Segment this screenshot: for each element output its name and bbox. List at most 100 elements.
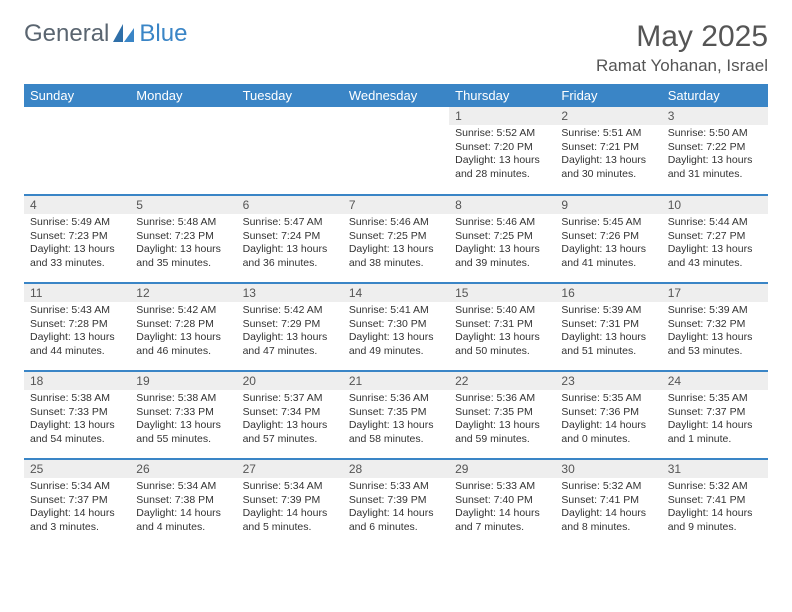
location-label: Ramat Yohanan, Israel [596, 56, 768, 76]
detail-line: Daylight: 13 hours [668, 331, 762, 345]
calendar-cell: 19Sunrise: 5:38 AMSunset: 7:33 PMDayligh… [130, 371, 236, 459]
detail-line: Daylight: 14 hours [455, 507, 549, 521]
detail-line: and 8 minutes. [561, 521, 655, 535]
detail-line: Daylight: 14 hours [136, 507, 230, 521]
detail-line: Daylight: 13 hours [136, 331, 230, 345]
detail-line: and 35 minutes. [136, 257, 230, 271]
day-number: 10 [662, 196, 768, 214]
detail-line: Sunset: 7:32 PM [668, 318, 762, 332]
day-number: 22 [449, 372, 555, 390]
detail-line: Daylight: 13 hours [136, 419, 230, 433]
detail-line: Daylight: 13 hours [349, 331, 443, 345]
calendar-cell: 20Sunrise: 5:37 AMSunset: 7:34 PMDayligh… [237, 371, 343, 459]
detail-line: Daylight: 13 hours [561, 154, 655, 168]
detail-line: and 31 minutes. [668, 168, 762, 182]
detail-line: and 5 minutes. [243, 521, 337, 535]
detail-line: Daylight: 14 hours [349, 507, 443, 521]
detail-line: Sunrise: 5:32 AM [561, 480, 655, 494]
detail-line: Sunset: 7:33 PM [136, 406, 230, 420]
detail-line: Sunset: 7:30 PM [349, 318, 443, 332]
detail-line: Sunrise: 5:35 AM [561, 392, 655, 406]
detail-line: Sunset: 7:22 PM [668, 141, 762, 155]
calendar-cell: 3Sunrise: 5:50 AMSunset: 7:22 PMDaylight… [662, 107, 768, 195]
day-details: Sunrise: 5:51 AMSunset: 7:21 PMDaylight:… [555, 125, 661, 186]
day-details: Sunrise: 5:42 AMSunset: 7:29 PMDaylight:… [237, 302, 343, 363]
detail-line: Sunrise: 5:47 AM [243, 216, 337, 230]
day-details: Sunrise: 5:32 AMSunset: 7:41 PMDaylight:… [555, 478, 661, 539]
detail-line: Sunset: 7:28 PM [30, 318, 124, 332]
detail-line: and 46 minutes. [136, 345, 230, 359]
day-number: 23 [555, 372, 661, 390]
day-details: Sunrise: 5:33 AMSunset: 7:40 PMDaylight:… [449, 478, 555, 539]
detail-line: Sunset: 7:33 PM [30, 406, 124, 420]
detail-line: and 3 minutes. [30, 521, 124, 535]
calendar-cell: 21Sunrise: 5:36 AMSunset: 7:35 PMDayligh… [343, 371, 449, 459]
detail-line: Sunrise: 5:34 AM [136, 480, 230, 494]
day-number: 31 [662, 460, 768, 478]
detail-line: and 0 minutes. [561, 433, 655, 447]
calendar-cell: 17Sunrise: 5:39 AMSunset: 7:32 PMDayligh… [662, 283, 768, 371]
detail-line: Sunrise: 5:46 AM [455, 216, 549, 230]
detail-line: and 36 minutes. [243, 257, 337, 271]
detail-line: Sunset: 7:27 PM [668, 230, 762, 244]
day-details [24, 125, 130, 131]
detail-line: Sunrise: 5:32 AM [668, 480, 762, 494]
day-number: 5 [130, 196, 236, 214]
detail-line: Daylight: 13 hours [561, 331, 655, 345]
detail-line: Sunset: 7:35 PM [455, 406, 549, 420]
detail-line: and 43 minutes. [668, 257, 762, 271]
brand-part1: General [24, 20, 109, 48]
calendar-cell: 16Sunrise: 5:39 AMSunset: 7:31 PMDayligh… [555, 283, 661, 371]
day-number: 27 [237, 460, 343, 478]
day-number: 24 [662, 372, 768, 390]
detail-line: Sunrise: 5:33 AM [455, 480, 549, 494]
detail-line: and 33 minutes. [30, 257, 124, 271]
detail-line: Sunset: 7:25 PM [349, 230, 443, 244]
detail-line: Sunrise: 5:42 AM [243, 304, 337, 318]
day-number: 28 [343, 460, 449, 478]
detail-line: Sunrise: 5:38 AM [136, 392, 230, 406]
calendar-cell: 24Sunrise: 5:35 AMSunset: 7:37 PMDayligh… [662, 371, 768, 459]
detail-line: Sunset: 7:41 PM [561, 494, 655, 508]
day-number: 9 [555, 196, 661, 214]
detail-line: and 7 minutes. [455, 521, 549, 535]
logo-sail-icon [113, 24, 135, 44]
detail-line: Sunset: 7:23 PM [30, 230, 124, 244]
detail-line: and 30 minutes. [561, 168, 655, 182]
day-number: 25 [24, 460, 130, 478]
weekday-header: Thursday [449, 84, 555, 107]
detail-line: Sunset: 7:36 PM [561, 406, 655, 420]
detail-line: and 49 minutes. [349, 345, 443, 359]
day-details: Sunrise: 5:47 AMSunset: 7:24 PMDaylight:… [237, 214, 343, 275]
detail-line: Sunrise: 5:49 AM [30, 216, 124, 230]
detail-line: Sunrise: 5:42 AM [136, 304, 230, 318]
day-details: Sunrise: 5:40 AMSunset: 7:31 PMDaylight:… [449, 302, 555, 363]
detail-line: Sunrise: 5:38 AM [30, 392, 124, 406]
detail-line: Daylight: 13 hours [349, 419, 443, 433]
day-number: 18 [24, 372, 130, 390]
detail-line: Sunrise: 5:35 AM [668, 392, 762, 406]
detail-line: Daylight: 13 hours [455, 154, 549, 168]
calendar-cell [343, 107, 449, 195]
day-number: 17 [662, 284, 768, 302]
day-details [237, 125, 343, 131]
detail-line: and 9 minutes. [668, 521, 762, 535]
calendar-cell: 8Sunrise: 5:46 AMSunset: 7:25 PMDaylight… [449, 195, 555, 283]
calendar-cell: 14Sunrise: 5:41 AMSunset: 7:30 PMDayligh… [343, 283, 449, 371]
detail-line: Daylight: 14 hours [561, 419, 655, 433]
calendar-cell: 28 Sunrise: 5:33 AMSunset: 7:39 PMDayligh… [343, 459, 449, 547]
detail-line: and 57 minutes. [243, 433, 337, 447]
detail-line: Sunset: 7:39 PM [349, 494, 443, 508]
calendar-cell: 22Sunrise: 5:36 AMSunset: 7:35 PMDayligh… [449, 371, 555, 459]
day-details: Sunrise: 5:46 AMSunset: 7:25 PMDaylight:… [449, 214, 555, 275]
detail-line: Daylight: 13 hours [561, 243, 655, 257]
calendar-cell: 30Sunrise: 5:32 AMSunset: 7:41 PMDayligh… [555, 459, 661, 547]
calendar-cell: 27Sunrise: 5:34 AMSunset: 7:39 PMDayligh… [237, 459, 343, 547]
detail-line: Sunrise: 5:33 AM [349, 480, 443, 494]
detail-line: and 1 minute. [668, 433, 762, 447]
weekday-header: Tuesday [237, 84, 343, 107]
calendar-cell: 12Sunrise: 5:42 AMSunset: 7:28 PMDayligh… [130, 283, 236, 371]
detail-line: and 58 minutes. [349, 433, 443, 447]
detail-line: Sunrise: 5:40 AM [455, 304, 549, 318]
detail-line: and 50 minutes. [455, 345, 549, 359]
